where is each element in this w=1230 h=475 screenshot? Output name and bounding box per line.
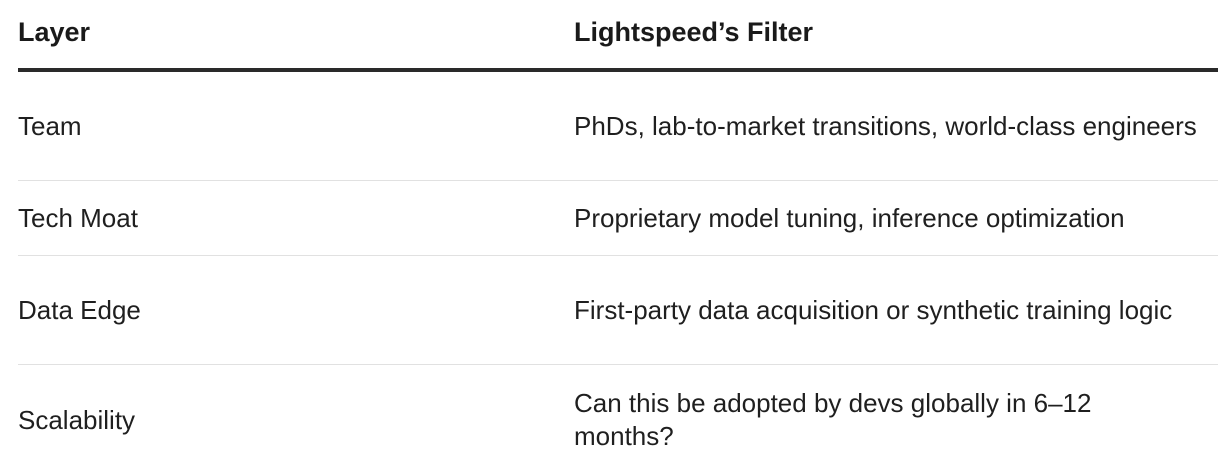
table-header-row: Layer Lightspeed’s Filter: [18, 0, 1218, 72]
cell-filter: First-party data acquisition or syntheti…: [574, 294, 1173, 325]
cell-filter: Proprietary model tuning, inference opti…: [574, 202, 1125, 233]
table-row: Team PhDs, lab-to-market transitions, wo…: [18, 72, 1218, 181]
cell-filter: PhDs, lab-to-market transitions, world-c…: [574, 110, 1197, 141]
header-filter: Lightspeed’s Filter: [574, 16, 814, 47]
table-row: Tech Moat Proprietary model tuning, infe…: [18, 181, 1218, 256]
cell-layer: Data Edge: [18, 294, 141, 325]
cell-filter: Can this be adopted by devs globally in …: [574, 388, 1092, 451]
table-row: Scalability Can this be adopted by devs …: [18, 365, 1218, 475]
cell-layer: Tech Moat: [18, 202, 138, 233]
header-layer: Layer: [18, 16, 91, 47]
table-row: Data Edge First-party data acquisition o…: [18, 256, 1218, 365]
cell-layer: Scalability: [18, 404, 136, 435]
cell-layer: Team: [18, 110, 82, 141]
comparison-table: Layer Lightspeed’s Filter Team PhDs, lab…: [18, 0, 1218, 475]
